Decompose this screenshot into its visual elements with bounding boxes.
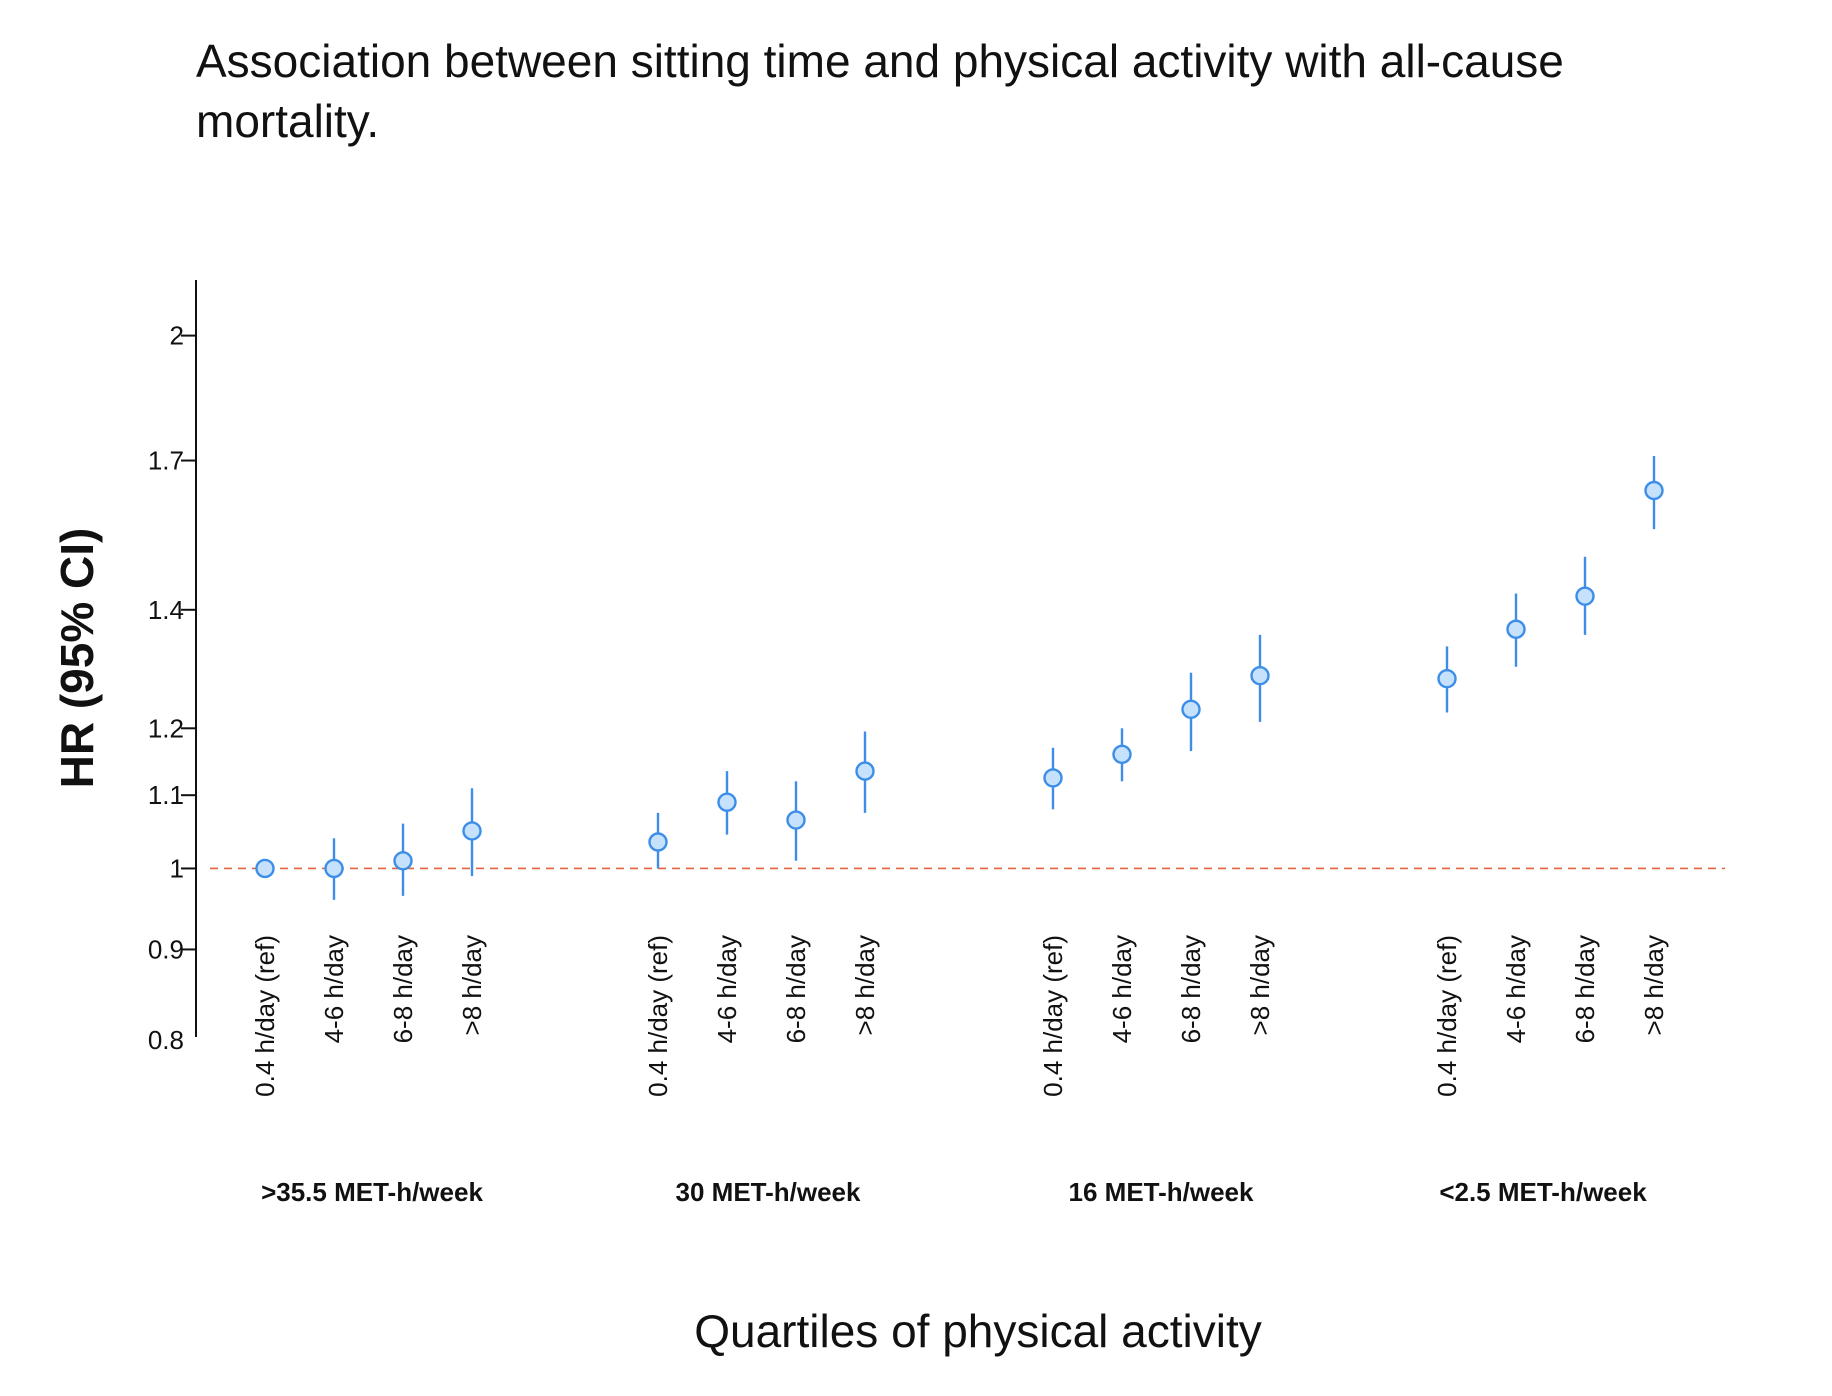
y-tick-label: 1.1	[148, 780, 184, 810]
category-label: >8 h/day	[850, 935, 880, 1035]
hr-point	[855, 761, 875, 781]
category-label: 0.4 h/day (ref)	[1432, 935, 1462, 1097]
hr-point	[717, 792, 737, 812]
data-points	[255, 456, 1664, 900]
category-label: >8 h/day	[1245, 935, 1275, 1035]
hr-point	[648, 832, 668, 852]
category-label: 0.4 h/day (ref)	[250, 935, 280, 1097]
category-label: 6-8 h/day	[781, 935, 811, 1043]
category-label: 6-8 h/day	[388, 935, 418, 1043]
hr-point	[1181, 699, 1201, 720]
category-label: 4-6 h/day	[1107, 935, 1137, 1043]
y-tick-label: 0.8	[148, 1025, 184, 1055]
group-label: >35.5 MET-h/week	[261, 1177, 483, 1207]
category-label: 4-6 h/day	[712, 935, 742, 1043]
y-tick-label: 1.4	[148, 595, 184, 625]
y-tick-label: 1.7	[148, 446, 184, 476]
hr-point	[1250, 665, 1270, 686]
category-label: 4-6 h/day	[1501, 935, 1531, 1043]
y-tick-label: 2	[170, 321, 184, 351]
group-label: 16 MET-h/week	[1069, 1177, 1254, 1207]
hr-point	[1644, 480, 1664, 501]
y-tick-label: 1.2	[148, 713, 184, 743]
group-labels: >35.5 MET-h/week 30 MET-h/week 16 MET-h/we…	[261, 1177, 1647, 1207]
category-labels: 0.4 h/day (ref) 4-6 h/day 6-8 h/day >8 h/da…	[250, 935, 1669, 1097]
hr-point	[786, 810, 806, 830]
x-axis-label: Quartiles of physical activity	[694, 1305, 1262, 1357]
y-tick-label: 1	[170, 853, 184, 883]
hr-point	[1575, 586, 1595, 606]
hr-point	[1437, 668, 1457, 689]
hr-point	[1043, 768, 1063, 788]
hr-point	[255, 858, 275, 879]
y-tick-label: 0.9	[148, 934, 184, 964]
category-label: 6-8 h/day	[1176, 935, 1206, 1043]
y-axis: 0.8 0.9 1 1.1 1.2 1.4 1.7 2	[148, 280, 197, 1055]
y-axis-label: HR (95% CI)	[51, 528, 103, 789]
category-label: 0.4 h/day (ref)	[643, 935, 673, 1097]
group-label: 30 MET-h/week	[676, 1177, 861, 1207]
category-label: 4-6 h/day	[319, 935, 349, 1043]
chart-title-line-1: Association between sitting time and phy…	[196, 35, 1564, 87]
hr-point	[1112, 744, 1132, 765]
chart-title-line-2: mortality.	[196, 95, 379, 147]
category-label: 6-8 h/day	[1570, 935, 1600, 1043]
hr-point	[1506, 619, 1526, 639]
category-label: >8 h/day	[1639, 935, 1669, 1035]
group-label: <2.5 MET-h/week	[1439, 1177, 1647, 1207]
hr-point	[393, 851, 413, 871]
hr-point	[462, 821, 482, 841]
hr-point	[324, 858, 344, 879]
category-label: 0.4 h/day (ref)	[1038, 935, 1068, 1097]
category-label: >8 h/day	[457, 935, 487, 1035]
